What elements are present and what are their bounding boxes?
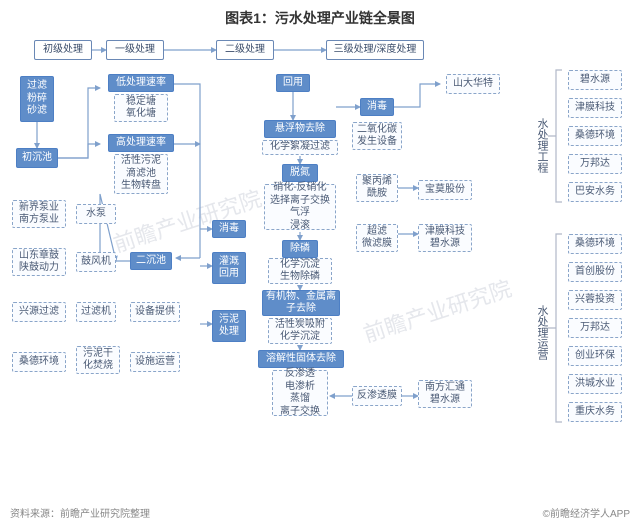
node-sb_disinf1: 消毒 [212, 220, 246, 238]
node-h1: 初级处理 [34, 40, 92, 60]
node-r_jinmo: 津膜科技 [568, 98, 622, 118]
node-d_orgproc: 活性炭吸附化学沉淀 [268, 318, 332, 344]
node-d_aero: 活性污泥滴滤池生物转盘 [114, 154, 168, 194]
chart-title: 图表1：污水处理产业链全景图 [0, 0, 640, 34]
node-d_pam: 聚丙烯酰胺 [356, 174, 398, 202]
node-d_xinjie: 新界泵业南方泵业 [12, 200, 66, 228]
node-r_xingrong: 兴蓉投资 [568, 290, 622, 310]
node-r_chongqing: 重庆水务 [568, 402, 622, 422]
node-r_wanbang1: 万邦达 [568, 154, 622, 174]
node-r_baan: 巴安水务 [568, 182, 622, 202]
node-r_shouchuang: 首创股份 [568, 262, 622, 282]
node-d_dissproc: 反渗透电渗析蒸馏离子交换 [272, 370, 328, 416]
node-d_pump: 水泵 [76, 204, 116, 224]
node-d_co2: 二氧化碳发生设备 [352, 122, 402, 150]
node-sb_susrem: 悬浮物去除 [264, 120, 336, 138]
node-sb_reuse: 回用 [276, 74, 310, 92]
footer: 资料来源：前瞻产业研究院整理 ©前瞻经济学人APP [10, 505, 630, 520]
node-r_sande3: 桑德环境 [568, 234, 622, 254]
node-d_filter2: 过滤机 [76, 302, 116, 322]
node-h3: 二级处理 [216, 40, 274, 60]
node-sb_filter: 过滤粉碎砂滤 [20, 76, 54, 122]
node-sb_disinf2: 消毒 [360, 98, 394, 116]
node-d_phosproc: 化学沉淀生物除磷 [268, 258, 332, 284]
node-h4: 三级处理/深度处理 [326, 40, 424, 60]
node-d_nitproc: 硝化-反硝化选择离子交换气浮浸滚 [264, 184, 336, 230]
node-d_jinmo2: 津膜科技碧水源 [418, 224, 472, 252]
node-d_nanfang: 南方汇通碧水源 [418, 380, 472, 408]
node-d_sande1: 桑德环境 [12, 352, 66, 372]
node-sb_presed: 初沉池 [16, 148, 58, 168]
side-label-sl_eng: 水处理工程 [534, 102, 550, 188]
node-d_sdzg: 山东章鼓陕鼓动力 [12, 248, 66, 276]
node-r_chuangye: 创业环保 [568, 346, 622, 366]
node-d_equip: 设备提供 [130, 302, 180, 322]
node-d_shandahuate: 山大华特 [446, 74, 500, 94]
node-d_faciop: 设施运营 [130, 352, 180, 372]
node-sb_dephos: 除磷 [282, 240, 318, 258]
node-sb_denit: 脱氮 [282, 164, 318, 182]
node-r_hongcheng: 洪城水业 [568, 374, 622, 394]
node-sb_lowrate: 低处理速率 [108, 74, 174, 92]
node-d_coag: 化学絮凝过滤 [262, 140, 338, 155]
node-d_baomo: 宝莫股份 [418, 180, 472, 200]
footer-copyright: ©前瞻经济学人APP [543, 505, 630, 520]
node-d_ro: 反渗透膜 [352, 386, 402, 406]
diagram-canvas: 前瞻产业研究院 前瞻产业研究院 初级处理一级处理二级处理三级处理/深度处理过滤粉… [0, 34, 640, 504]
node-d_blower: 鼓风机 [76, 252, 116, 272]
node-sb_sludge: 污泥处理 [212, 310, 246, 342]
node-sb_dissolved: 溶解性固体去除 [258, 350, 344, 368]
node-r_wanbang2: 万邦达 [568, 318, 622, 338]
node-r_bishui: 碧水源 [568, 70, 622, 90]
node-d_uf: 超滤微滤膜 [356, 224, 398, 252]
node-sb_orgmet: 有机物、金属离子去除 [262, 290, 340, 316]
footer-source: 资料来源：前瞻产业研究院整理 [10, 505, 150, 520]
node-d_xingyuan: 兴源过滤 [12, 302, 66, 322]
node-sb_irrig: 灌溉回用 [212, 252, 246, 284]
node-sb_secsed: 二沉池 [130, 252, 172, 270]
watermark: 前瞻产业研究院 [359, 271, 515, 349]
node-d_sludgedry: 污泥干化焚烧 [76, 346, 120, 374]
node-h2: 一级处理 [106, 40, 164, 60]
side-label-sl_op: 水处理运营 [534, 284, 550, 380]
node-r_sande2: 桑德环境 [568, 126, 622, 146]
node-d_stab: 稳定塘氧化塘 [114, 94, 168, 122]
node-sb_highrate: 高处理速率 [108, 134, 174, 152]
